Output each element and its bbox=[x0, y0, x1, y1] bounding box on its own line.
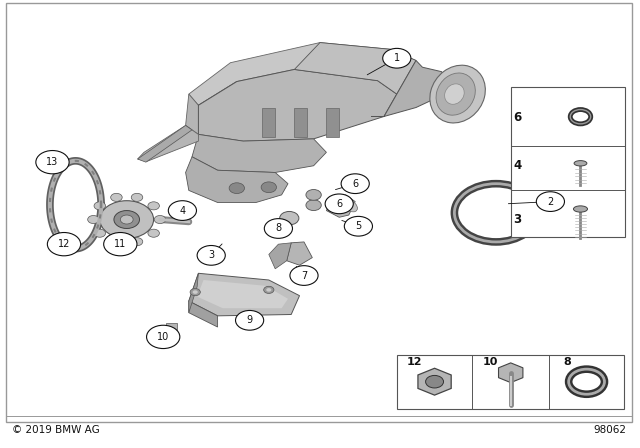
Circle shape bbox=[111, 194, 122, 202]
Circle shape bbox=[147, 325, 180, 349]
Circle shape bbox=[383, 48, 411, 68]
Circle shape bbox=[306, 190, 321, 200]
Circle shape bbox=[131, 194, 143, 202]
Polygon shape bbox=[294, 108, 307, 137]
Circle shape bbox=[197, 246, 225, 265]
Circle shape bbox=[306, 200, 321, 211]
Circle shape bbox=[88, 215, 99, 224]
Circle shape bbox=[114, 211, 140, 228]
Text: 12: 12 bbox=[407, 357, 422, 367]
Circle shape bbox=[154, 215, 166, 224]
Polygon shape bbox=[326, 108, 339, 137]
Polygon shape bbox=[198, 69, 397, 141]
Polygon shape bbox=[189, 273, 198, 313]
Text: 10: 10 bbox=[483, 357, 498, 367]
Circle shape bbox=[47, 233, 81, 256]
Text: © 2019 BMW AG: © 2019 BMW AG bbox=[12, 425, 99, 435]
Text: 2: 2 bbox=[547, 197, 554, 207]
Circle shape bbox=[94, 202, 106, 210]
Text: 5: 5 bbox=[355, 221, 362, 231]
Circle shape bbox=[229, 183, 244, 194]
Polygon shape bbox=[197, 280, 288, 308]
Text: 4: 4 bbox=[513, 159, 521, 172]
Circle shape bbox=[190, 289, 200, 296]
Polygon shape bbox=[138, 125, 192, 162]
Circle shape bbox=[148, 229, 159, 237]
Polygon shape bbox=[262, 108, 275, 137]
Ellipse shape bbox=[573, 206, 588, 212]
Text: 6: 6 bbox=[513, 111, 521, 124]
Circle shape bbox=[264, 219, 292, 238]
Text: 8: 8 bbox=[563, 357, 571, 367]
Circle shape bbox=[104, 233, 137, 256]
Circle shape bbox=[148, 202, 159, 210]
Circle shape bbox=[100, 201, 154, 238]
Polygon shape bbox=[189, 43, 416, 105]
Ellipse shape bbox=[430, 65, 485, 123]
Polygon shape bbox=[269, 243, 291, 269]
Polygon shape bbox=[186, 82, 237, 134]
Polygon shape bbox=[192, 134, 326, 172]
Text: 6: 6 bbox=[336, 199, 342, 209]
Circle shape bbox=[264, 286, 274, 293]
FancyBboxPatch shape bbox=[6, 3, 632, 422]
Text: 9: 9 bbox=[246, 315, 253, 325]
Text: 1: 1 bbox=[394, 53, 400, 63]
Circle shape bbox=[36, 151, 69, 174]
Ellipse shape bbox=[436, 73, 476, 115]
Text: 12: 12 bbox=[58, 239, 70, 249]
Circle shape bbox=[325, 194, 353, 214]
Polygon shape bbox=[166, 323, 177, 336]
Polygon shape bbox=[138, 125, 198, 161]
Text: 98062: 98062 bbox=[593, 425, 626, 435]
Polygon shape bbox=[189, 273, 300, 316]
Circle shape bbox=[266, 288, 271, 292]
Text: 7: 7 bbox=[301, 271, 307, 280]
Ellipse shape bbox=[574, 161, 587, 166]
Polygon shape bbox=[371, 60, 448, 116]
Circle shape bbox=[261, 182, 276, 193]
Ellipse shape bbox=[344, 200, 357, 212]
Text: 6: 6 bbox=[352, 179, 358, 189]
Circle shape bbox=[290, 266, 318, 285]
Text: 3: 3 bbox=[513, 213, 521, 226]
Circle shape bbox=[426, 375, 444, 388]
Circle shape bbox=[111, 237, 122, 246]
Circle shape bbox=[168, 201, 196, 220]
Polygon shape bbox=[326, 195, 355, 217]
Circle shape bbox=[280, 211, 299, 225]
Circle shape bbox=[94, 229, 106, 237]
Circle shape bbox=[236, 310, 264, 330]
Text: 13: 13 bbox=[46, 157, 59, 167]
Circle shape bbox=[131, 237, 143, 246]
Text: 10: 10 bbox=[157, 332, 170, 342]
Circle shape bbox=[344, 216, 372, 236]
Ellipse shape bbox=[445, 84, 464, 104]
Bar bbox=[397, 355, 624, 409]
Circle shape bbox=[341, 174, 369, 194]
Circle shape bbox=[193, 290, 198, 294]
Text: 4: 4 bbox=[179, 206, 186, 215]
Text: 3: 3 bbox=[208, 250, 214, 260]
Circle shape bbox=[536, 192, 564, 211]
Circle shape bbox=[120, 215, 133, 224]
Polygon shape bbox=[294, 43, 416, 94]
Text: 11: 11 bbox=[114, 239, 127, 249]
Polygon shape bbox=[186, 157, 288, 202]
Bar bbox=[511, 87, 625, 237]
Polygon shape bbox=[189, 301, 218, 327]
Text: 8: 8 bbox=[275, 224, 282, 233]
Polygon shape bbox=[287, 242, 312, 265]
